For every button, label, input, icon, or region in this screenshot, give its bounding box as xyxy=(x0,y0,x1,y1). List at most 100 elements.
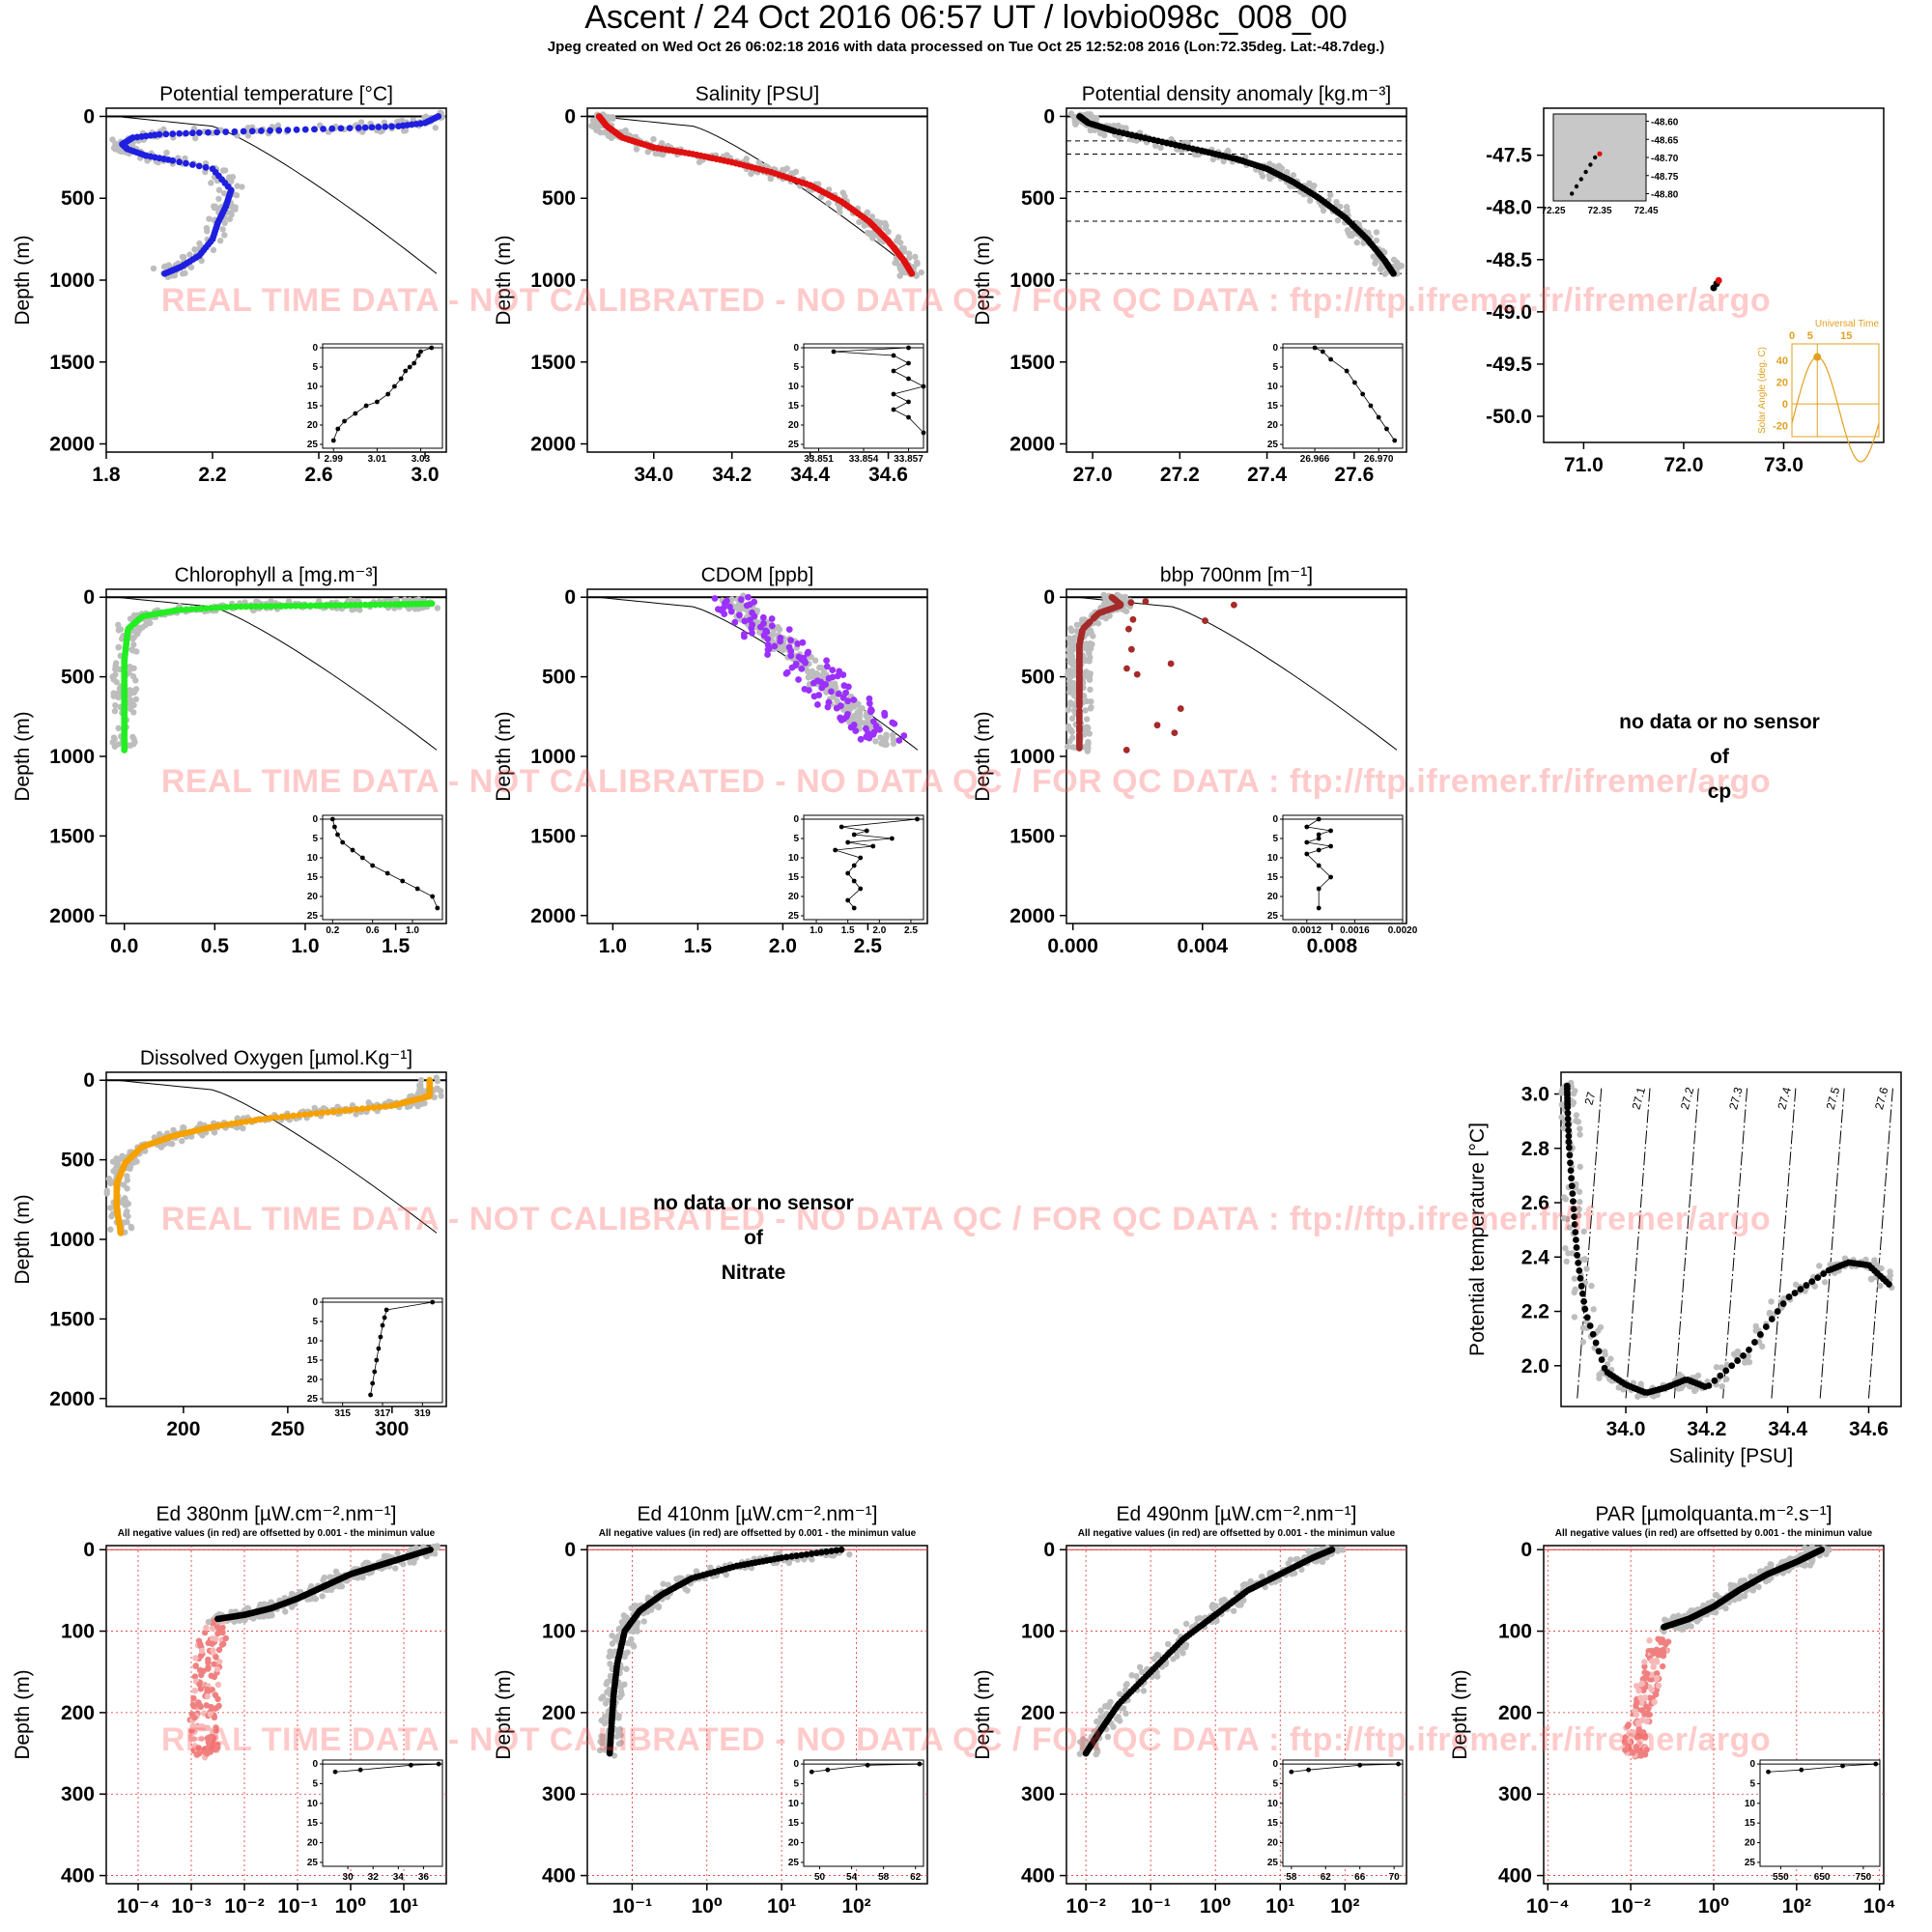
chart-ts: 2.02.22.42.62.83.034.0 34.2 34.4 34.6Potent… xyxy=(1466,1071,1902,1467)
negative-offset-point xyxy=(205,1656,212,1663)
y-tick-label: 0 xyxy=(83,1069,95,1092)
background-profile-point xyxy=(1745,1352,1751,1360)
background-profile-point xyxy=(1588,1282,1595,1290)
background-profile-point xyxy=(1873,1262,1880,1268)
profile-point xyxy=(794,640,802,647)
inset-y-tick-label: 5 xyxy=(1272,1778,1278,1789)
inset-profile-point xyxy=(1360,391,1366,397)
background-profile-point xyxy=(227,210,235,216)
x-tick-label: 200 xyxy=(166,1418,200,1440)
y-tick-label: 2000 xyxy=(1009,434,1055,456)
inset-y-tick-label: 0 xyxy=(793,343,799,354)
background-profile-point xyxy=(1182,1620,1190,1628)
y-tick-label: 100 xyxy=(1021,1621,1055,1643)
profile-point xyxy=(1568,1175,1576,1182)
profile-point xyxy=(267,127,273,134)
background-profile-point xyxy=(215,195,222,202)
background-profile-point xyxy=(125,1212,131,1220)
x-tick-label: 34.0 xyxy=(1606,1418,1646,1440)
background-profile-point xyxy=(623,1665,630,1672)
profile-point xyxy=(1565,1138,1573,1146)
background-profile-point xyxy=(609,114,616,121)
profile-point xyxy=(356,601,364,609)
profile-point xyxy=(1570,1198,1577,1206)
inset-frame xyxy=(1282,1759,1404,1867)
inset-profile-point xyxy=(1376,414,1381,420)
profile-point xyxy=(311,126,318,133)
inset-profile-point xyxy=(400,878,406,884)
profile-point xyxy=(290,1112,298,1120)
profile-point xyxy=(188,129,196,137)
background-profile-point xyxy=(115,627,123,634)
background-profile-point xyxy=(894,259,900,267)
profile-point xyxy=(1583,1314,1591,1321)
profile-point xyxy=(818,1548,825,1556)
profile-point xyxy=(745,593,752,601)
y-tick-label: 400 xyxy=(1498,1865,1532,1888)
profile-point xyxy=(335,1107,343,1115)
background-profile-point xyxy=(1285,1560,1292,1567)
isopycnal-line xyxy=(1673,1086,1699,1399)
profile-point xyxy=(798,665,806,672)
chart-doxy: Dissolved Oxygen [µmol.Kg⁻¹]050010001500… xyxy=(12,1047,447,1440)
background-profile-point xyxy=(1577,1125,1583,1132)
background-profile-point xyxy=(127,742,134,749)
profile-point xyxy=(1571,1213,1578,1220)
background-profile-point xyxy=(319,1593,326,1600)
inset-x-tick-label: 2.0 xyxy=(872,925,886,936)
y-tick-label: 500 xyxy=(61,667,95,689)
inset-profile-point xyxy=(353,411,358,416)
negative-offset-point xyxy=(205,1663,212,1671)
background-profile-point xyxy=(1209,1605,1217,1612)
negative-offset-point xyxy=(218,1641,226,1648)
background-profile-point xyxy=(1571,1314,1578,1321)
background-profile-point xyxy=(1577,1131,1583,1138)
x-tick-label: 3.0 xyxy=(411,464,439,486)
background-profile-point xyxy=(1259,1574,1265,1580)
y-tick-label: 0 xyxy=(564,586,576,609)
background-profile-point xyxy=(837,209,843,216)
profile-point xyxy=(1082,1749,1090,1757)
background-profile-point xyxy=(1116,134,1122,141)
background-profile-point xyxy=(599,1740,606,1747)
background-profile-point xyxy=(364,1559,372,1567)
background-profile-point xyxy=(832,684,839,691)
background-profile-point xyxy=(1128,1672,1135,1679)
profile-point xyxy=(838,717,845,724)
background-profile-point xyxy=(1563,1258,1570,1265)
inset-profile-point xyxy=(350,847,355,853)
background-profile-point xyxy=(1821,1279,1829,1286)
inset-profile-point xyxy=(340,839,346,845)
inset-y-tick-label: 20 xyxy=(307,420,319,431)
background-profile-point xyxy=(1157,144,1164,152)
profile-point xyxy=(361,124,369,131)
background-profile-point xyxy=(1722,1376,1730,1382)
background-profile-point xyxy=(1373,237,1380,244)
inset-profile-point xyxy=(1396,1761,1401,1767)
profile-point xyxy=(727,608,735,615)
profile-point xyxy=(372,601,379,609)
y-tick-label: 0 xyxy=(1043,105,1055,128)
profile-point xyxy=(787,647,795,655)
y-axis-label: Depth (m) xyxy=(972,711,994,801)
profile-point xyxy=(187,606,195,613)
background-profile-point xyxy=(743,156,750,162)
negative-offset-point xyxy=(208,1703,214,1711)
inset-profile-point xyxy=(332,1769,338,1775)
background-profile-point xyxy=(112,701,119,709)
background-profile-point xyxy=(601,1719,609,1727)
background-profile-point xyxy=(1780,1294,1788,1302)
background-profile-point xyxy=(1339,1547,1346,1553)
profile-point xyxy=(788,1552,795,1560)
profile-point xyxy=(1122,747,1130,753)
background-profile-point xyxy=(1140,1688,1148,1694)
inset-y-tick-label: 10 xyxy=(307,853,319,864)
background-profile-point xyxy=(606,1653,612,1661)
isopycnal-line xyxy=(1722,1086,1748,1399)
profile-point xyxy=(852,727,860,735)
background-profile-point xyxy=(1218,1597,1225,1605)
negative-offset-point xyxy=(209,1635,216,1642)
background-profile-point xyxy=(1113,1716,1121,1722)
profile-point xyxy=(804,649,811,657)
background-profile-point xyxy=(1718,1364,1725,1371)
